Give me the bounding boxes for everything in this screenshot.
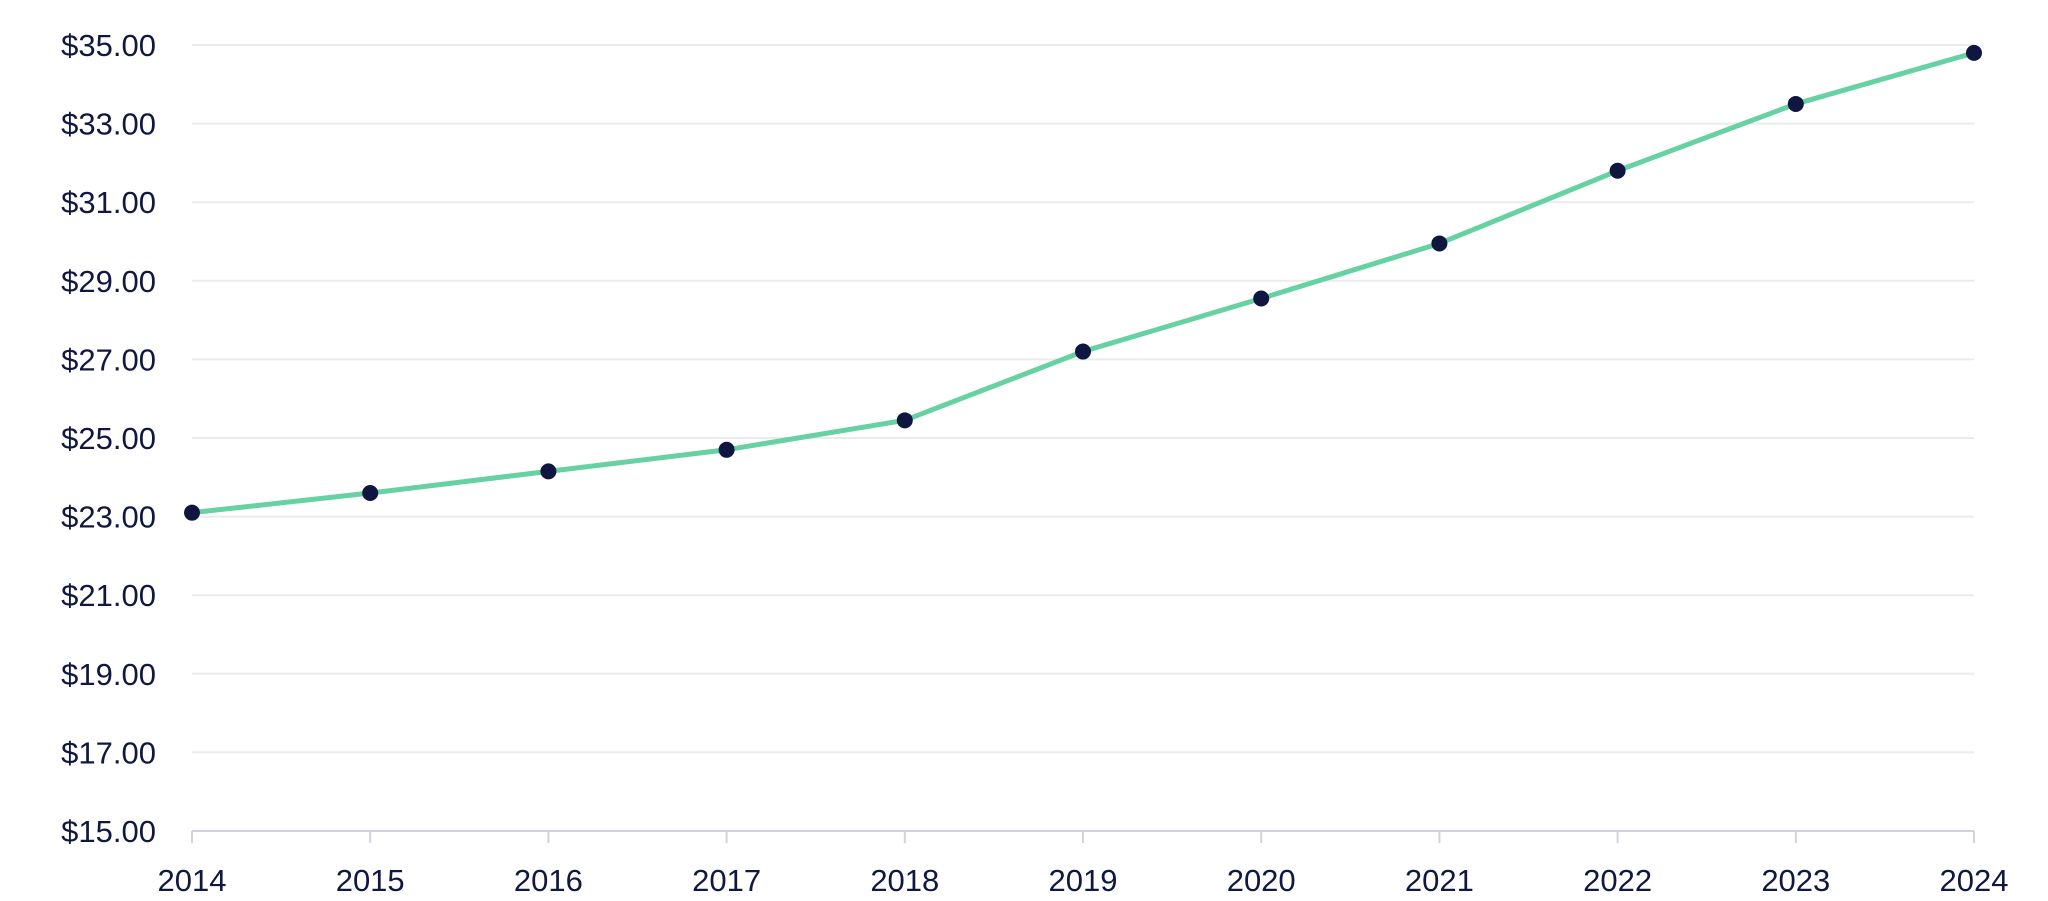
y-tick-label: $15.00: [61, 814, 156, 849]
x-tick-label: 2015: [336, 863, 405, 896]
data-point: [540, 463, 557, 480]
x-tick-label: 2018: [870, 863, 939, 896]
y-tick-label: $33.00: [61, 107, 156, 142]
y-tick-label: $17.00: [61, 735, 156, 770]
y-tick-label: $21.00: [61, 578, 156, 613]
series-line-layer: [189, 50, 1977, 516]
gridlines: [192, 44, 1974, 754]
data-point: [1609, 162, 1626, 179]
x-tick-label: 2020: [1227, 863, 1296, 896]
y-axis-tick-labels: $15.00 $17.00 $19.00 $21.00 $23.00 $25.00 $27.…: [61, 28, 156, 849]
data-point: [1787, 95, 1804, 112]
data-point: [1431, 235, 1448, 252]
x-tick-label: 2023: [1761, 863, 1830, 896]
x-axis: [191, 830, 1975, 843]
x-axis-tick-labels: 2014 2015 2016 2017 2018 2019 2020 2021 2022 2023…: [158, 863, 2009, 898]
x-tick-label: 2017: [692, 863, 761, 896]
x-tick-label: 2022: [1583, 863, 1652, 896]
data-point: [718, 441, 735, 458]
y-tick-label: $29.00: [61, 264, 156, 299]
y-tick-label: $23.00: [61, 500, 156, 535]
data-point: [184, 504, 200, 521]
data-point: [896, 412, 913, 429]
y-tick-label: $19.00: [61, 657, 156, 692]
data-point: [362, 485, 379, 502]
y-tick-label: $31.00: [61, 185, 156, 220]
x-tick-label: 2016: [514, 863, 583, 896]
y-tick-label: $27.00: [61, 342, 156, 377]
x-tick-label: 2024: [1940, 863, 2009, 896]
y-tick-label: $25.00: [61, 421, 156, 456]
data-point: [1253, 290, 1270, 307]
x-tick-label: 2014: [158, 863, 227, 896]
x-tick-label: 2021: [1405, 863, 1474, 896]
series-line: [189, 50, 1977, 516]
data-point: [1966, 44, 1982, 61]
y-tick-label: $35.00: [61, 28, 156, 63]
x-tick-label: 2019: [1049, 863, 1118, 896]
data-point: [1075, 343, 1091, 360]
data-point-markers: [184, 44, 1982, 521]
